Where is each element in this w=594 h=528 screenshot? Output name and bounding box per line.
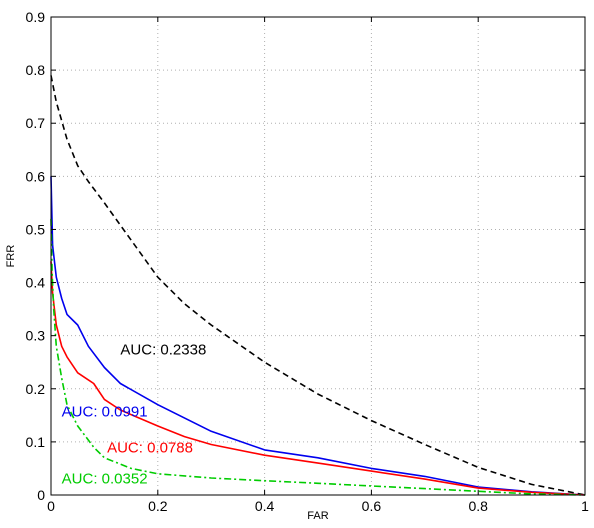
y-tick-label: 0.7 <box>26 115 46 131</box>
y-tick-label: 0.6 <box>26 168 46 184</box>
y-tick-label: 0.3 <box>26 328 46 344</box>
x-axis-label: FAR <box>307 510 328 522</box>
auc-annotation: AUC: 0.2338 <box>120 341 206 358</box>
y-tick-label: 0.5 <box>26 221 46 237</box>
tick-layer: 0 0.2 0.4 0.6 0.8 1 0 0.1 0.2 0.3 0.4 0.5 0.6 0.7 0.8 0… <box>26 9 590 514</box>
y-axis-label: FRR <box>5 245 17 268</box>
series-line-1 <box>50 176 586 496</box>
x-tick-label: 0.6 <box>362 498 382 514</box>
x-tick-label: 0.2 <box>148 498 168 514</box>
series-layer <box>50 75 586 496</box>
series-line-3 <box>50 218 586 496</box>
x-tick-label: 0.8 <box>468 498 488 514</box>
y-tick-label: 0 <box>37 487 45 503</box>
grid-layer <box>51 17 585 495</box>
series-line-2 <box>50 261 586 496</box>
x-tick-label: 1 <box>581 498 589 514</box>
annotation-layer: AUC: 0.2338 AUC: 0.0991 AUC: 0.0788 AUC: 0.… <box>62 341 207 487</box>
y-tick-label: 0.9 <box>26 9 46 25</box>
auc-annotation: AUC: 0.0352 <box>62 470 148 487</box>
plot-frame <box>50 16 586 496</box>
x-tick-label: 0.4 <box>255 498 275 514</box>
y-tick-label: 0.1 <box>26 434 46 450</box>
y-tick-label: 0.2 <box>26 381 46 397</box>
x-tick-label: 0 <box>47 498 55 514</box>
auc-annotation: AUC: 0.0991 <box>62 403 148 420</box>
series-line-0 <box>50 75 586 496</box>
y-tick-label: 0.8 <box>26 62 46 78</box>
auc-annotation: AUC: 0.0788 <box>107 440 193 457</box>
y-tick-label: 0.4 <box>26 275 46 291</box>
